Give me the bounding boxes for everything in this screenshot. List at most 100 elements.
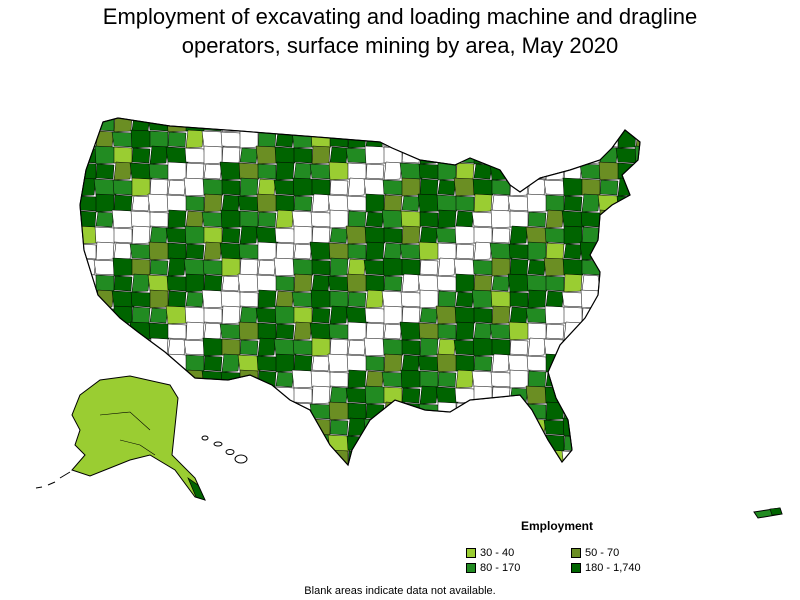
footnote: Blank areas indicate data not available. bbox=[304, 585, 496, 597]
area-region bbox=[185, 210, 205, 228]
area-region bbox=[256, 193, 278, 213]
area-region bbox=[328, 161, 350, 181]
area-region bbox=[617, 321, 637, 341]
area-region bbox=[581, 178, 601, 196]
area-region bbox=[113, 353, 133, 373]
area-region bbox=[599, 179, 619, 196]
area-region bbox=[471, 289, 495, 309]
area-region bbox=[417, 193, 441, 213]
area-region bbox=[635, 403, 640, 420]
area-region bbox=[329, 209, 349, 229]
area-region bbox=[347, 243, 367, 260]
area-region bbox=[436, 434, 458, 452]
area-region bbox=[617, 402, 637, 420]
area-region bbox=[346, 195, 368, 212]
area-region bbox=[401, 387, 421, 404]
area-region bbox=[150, 467, 168, 483]
area-region bbox=[509, 450, 529, 465]
area-region bbox=[437, 371, 457, 388]
area-region bbox=[345, 306, 369, 324]
area-region bbox=[167, 290, 187, 308]
area-region bbox=[311, 226, 331, 244]
area-region bbox=[543, 257, 567, 277]
area-region bbox=[149, 259, 169, 276]
area-region bbox=[291, 450, 315, 465]
area-region bbox=[80, 243, 97, 260]
area-region bbox=[221, 118, 241, 133]
area-region bbox=[473, 307, 493, 324]
area-region bbox=[275, 323, 295, 340]
area-region bbox=[309, 322, 333, 340]
area-region bbox=[239, 387, 259, 404]
area-region bbox=[365, 274, 385, 292]
area-region bbox=[453, 417, 477, 437]
area-region bbox=[256, 433, 278, 453]
area-region bbox=[311, 259, 331, 276]
area-region bbox=[435, 305, 459, 325]
area-region bbox=[293, 435, 313, 452]
area-region bbox=[401, 195, 421, 212]
area-region bbox=[130, 291, 152, 308]
area-region bbox=[149, 289, 169, 309]
area-region bbox=[275, 194, 295, 212]
area-region bbox=[580, 130, 602, 148]
area-region bbox=[311, 178, 331, 196]
area-region bbox=[237, 435, 261, 452]
area-region bbox=[419, 178, 439, 196]
area-region bbox=[80, 291, 97, 308]
area-region bbox=[167, 323, 187, 340]
area-region bbox=[273, 257, 297, 277]
area-region bbox=[507, 118, 531, 132]
area-region bbox=[507, 273, 531, 293]
area-region bbox=[219, 401, 243, 421]
area-region bbox=[365, 451, 385, 465]
area-region bbox=[472, 178, 494, 196]
area-region bbox=[563, 306, 583, 324]
area-region bbox=[471, 370, 495, 388]
area-region bbox=[617, 129, 637, 149]
area-region bbox=[113, 146, 133, 164]
area-region bbox=[491, 353, 511, 373]
area-region bbox=[311, 355, 331, 372]
area-region bbox=[147, 193, 171, 213]
area-region bbox=[203, 403, 223, 420]
area-region bbox=[419, 130, 439, 148]
area-region bbox=[364, 145, 386, 165]
area-region bbox=[112, 338, 134, 356]
area-region bbox=[383, 305, 403, 325]
area-region bbox=[526, 467, 548, 483]
area-region bbox=[347, 177, 367, 197]
area-region bbox=[80, 129, 97, 149]
area-region bbox=[293, 402, 313, 420]
area-region bbox=[255, 226, 279, 244]
area-region bbox=[239, 306, 259, 324]
area-region bbox=[401, 417, 421, 437]
area-region bbox=[437, 209, 457, 229]
area-region bbox=[545, 401, 565, 421]
area-region bbox=[183, 339, 207, 356]
area-region bbox=[599, 338, 619, 356]
area-region bbox=[221, 179, 241, 196]
area-region bbox=[220, 209, 242, 229]
area-region bbox=[579, 322, 603, 340]
area-region bbox=[257, 211, 277, 228]
area-region bbox=[312, 467, 330, 483]
area-region bbox=[346, 273, 368, 293]
area-region bbox=[329, 227, 349, 244]
area-region bbox=[635, 130, 640, 148]
area-region bbox=[203, 322, 223, 340]
area-region bbox=[185, 162, 205, 180]
area-region bbox=[184, 306, 206, 324]
area-region bbox=[257, 418, 277, 436]
area-region bbox=[363, 418, 387, 436]
area-region bbox=[599, 257, 619, 277]
area-region bbox=[94, 145, 116, 165]
area-region bbox=[491, 338, 511, 356]
area-region bbox=[455, 243, 475, 260]
area-region bbox=[634, 226, 640, 244]
area-region bbox=[633, 337, 640, 357]
legend-item-80-170: 80 - 170 bbox=[466, 562, 520, 574]
area-region bbox=[275, 401, 295, 421]
area-region bbox=[310, 211, 332, 228]
